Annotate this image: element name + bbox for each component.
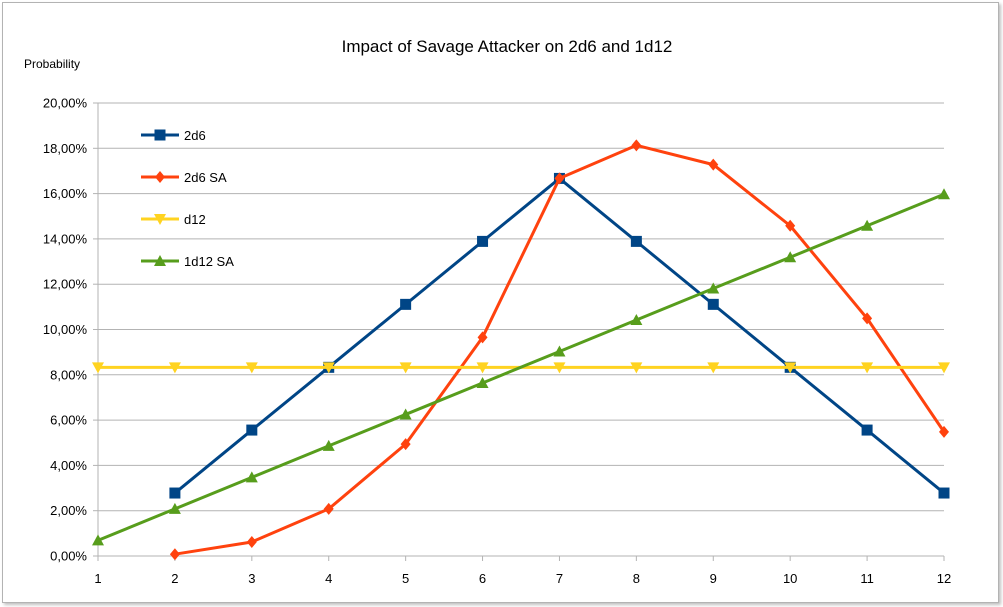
- y-tick-label: 12,00%: [43, 277, 88, 292]
- legend-label: d12: [184, 212, 206, 227]
- x-tick-label: 5: [402, 571, 409, 586]
- data-point-2d6-sa: [939, 425, 949, 438]
- series-2d6: [169, 172, 950, 499]
- x-tick-label: 12: [937, 571, 951, 586]
- chart-title: Impact of Savage Attacker on 2d6 and 1d1…: [342, 37, 673, 56]
- x-tick-label: 6: [479, 571, 486, 586]
- legend-swatch-marker: [154, 214, 166, 225]
- legend-swatch-marker: [154, 255, 166, 266]
- x-tick-label: 1: [94, 571, 101, 586]
- y-tick-label: 10,00%: [43, 322, 88, 337]
- legend: 2d6 2d6 SA d12 1d12 SA: [141, 128, 234, 269]
- y-tick-label: 4,00%: [50, 458, 87, 473]
- data-point-1d12-sa: [938, 188, 950, 200]
- data-point-d12: [92, 362, 104, 374]
- y-tick-label: 2,00%: [50, 503, 87, 518]
- data-point-2d6: [477, 235, 489, 247]
- y-tick-label: 20,00%: [43, 96, 88, 111]
- x-tick-label: 10: [783, 571, 797, 586]
- x-tick-label: 3: [248, 571, 255, 586]
- data-point-d12: [322, 362, 335, 374]
- data-point-2d6-sa: [477, 331, 488, 344]
- x-tick-label: 8: [633, 571, 640, 586]
- y-tick-label: 16,00%: [43, 186, 88, 201]
- x-tick-labels: 1 2 3 4 5 6 7 8 9 10 11 12: [94, 571, 951, 586]
- series-line-2d6: [173, 176, 945, 495]
- data-point-2d6-sa: [246, 535, 257, 548]
- data-point-1d12-sa: [322, 439, 335, 451]
- legend-swatch-marker: [155, 171, 165, 183]
- data-point-d12: [553, 362, 566, 374]
- data-point-1d12-sa: [553, 345, 566, 357]
- data-point-2d6: [938, 487, 950, 499]
- data-point-d12: [630, 362, 643, 374]
- data-point-2d6-sa: [862, 312, 873, 325]
- data-point-1d12-sa: [168, 502, 181, 514]
- x-tick-label: 2: [171, 571, 178, 586]
- x-tick-label: 9: [710, 571, 717, 586]
- legend-item-2d6: 2d6: [141, 128, 206, 143]
- data-point-d12: [784, 362, 797, 374]
- data-point-2d6-sa: [169, 548, 180, 561]
- data-point-2d6: [861, 424, 873, 436]
- y-tick-label: 14,00%: [43, 231, 88, 246]
- data-point-2d6-sa: [631, 139, 642, 152]
- x-tick-label: 4: [325, 571, 332, 586]
- y-tick-label: 8,00%: [50, 367, 87, 382]
- data-point-2d6-sa: [708, 158, 719, 171]
- data-point-1d12-sa: [630, 313, 643, 325]
- y-tick-labels: 0,00% 2,00% 4,00% 6,00% 8,00% 10,00% 12,00% 14,…: [43, 96, 88, 564]
- data-point-2d6-sa: [554, 172, 565, 185]
- data-point-d12: [245, 362, 258, 374]
- y-tick-label: 18,00%: [43, 141, 88, 156]
- legend-label: 2d6: [184, 128, 206, 143]
- series-2d6-sa: [169, 139, 949, 561]
- data-point-1d12-sa: [476, 376, 489, 388]
- y-tick-label: 6,00%: [50, 413, 87, 428]
- data-point-d12: [861, 362, 874, 374]
- legend-swatch-marker: [154, 129, 166, 141]
- y-tick-label: 0,00%: [50, 549, 87, 564]
- legend-label: 1d12 SA: [184, 254, 234, 269]
- series-1d12-sa: [92, 188, 950, 546]
- data-point-2d6-sa: [785, 219, 796, 232]
- data-point-2d6-sa: [400, 438, 411, 451]
- legend-item-d12: d12: [141, 212, 206, 227]
- x-tick-label: 7: [556, 571, 563, 586]
- data-point-1d12-sa: [245, 471, 258, 483]
- data-point-d12: [707, 362, 720, 374]
- series-line-1d12-sa: [97, 192, 945, 542]
- series-group: [92, 139, 950, 561]
- legend-item-1d12-sa: 1d12 SA: [141, 254, 234, 269]
- data-point-2d6: [630, 235, 642, 247]
- data-point-1d12-sa: [399, 408, 412, 420]
- data-point-1d12-sa: [784, 251, 797, 263]
- data-point-d12: [938, 362, 950, 374]
- legend-item-2d6-sa: 2d6 SA: [141, 170, 227, 185]
- data-point-2d6: [707, 298, 719, 310]
- y-axis-label: Probability: [24, 57, 80, 71]
- data-point-2d6: [246, 424, 258, 436]
- data-point-2d6: [400, 298, 412, 310]
- data-point-d12: [168, 362, 181, 374]
- data-point-1d12-sa: [861, 219, 874, 231]
- data-point-1d12-sa: [92, 534, 104, 546]
- data-point-2d6: [169, 487, 181, 499]
- legend-label: 2d6 SA: [184, 170, 227, 185]
- data-point-1d12-sa: [707, 282, 720, 294]
- x-tick-label: 11: [860, 571, 874, 586]
- data-point-d12: [476, 362, 489, 374]
- data-point-2d6-sa: [323, 502, 334, 515]
- gridlines: [93, 102, 945, 561]
- data-point-d12: [399, 362, 412, 374]
